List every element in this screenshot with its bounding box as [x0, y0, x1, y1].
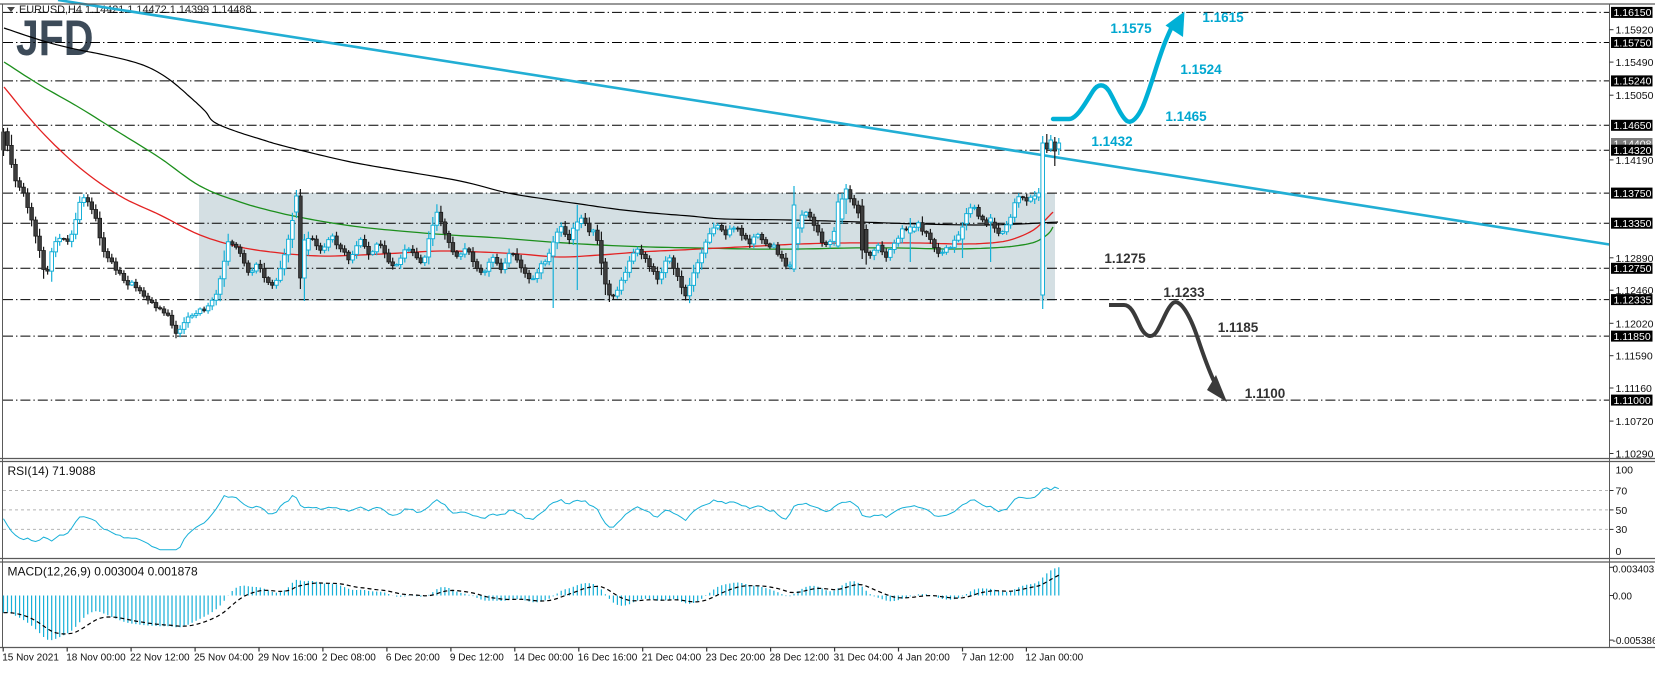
svg-text:1.1524: 1.1524: [1180, 62, 1222, 77]
svg-text:1.15050: 1.15050: [1616, 90, 1654, 102]
svg-text:1.15490: 1.15490: [1616, 57, 1654, 69]
svg-text:1.1100: 1.1100: [1245, 386, 1286, 401]
svg-text:0.003403: 0.003403: [1613, 564, 1655, 575]
svg-text:16 Dec 16:00: 16 Dec 16:00: [578, 653, 638, 664]
svg-text:100: 100: [1616, 464, 1634, 476]
svg-text:RSI(14) 71.9088: RSI(14) 71.9088: [8, 464, 96, 478]
svg-text:21 Dec 04:00: 21 Dec 04:00: [642, 653, 702, 664]
svg-text:-0.005386: -0.005386: [1613, 636, 1655, 647]
svg-text:2 Dec 08:00: 2 Dec 08:00: [322, 653, 376, 664]
svg-text:1.11850: 1.11850: [1614, 331, 1651, 343]
svg-text:6 Dec 20:00: 6 Dec 20:00: [386, 653, 440, 664]
svg-text:1.15240: 1.15240: [1614, 76, 1652, 88]
svg-text:1.1275: 1.1275: [1104, 251, 1146, 266]
svg-text:1.14320: 1.14320: [1614, 145, 1652, 157]
svg-text:JFD: JFD: [16, 10, 93, 66]
svg-text:4 Jan 20:00: 4 Jan 20:00: [898, 653, 951, 664]
svg-text:23 Dec 20:00: 23 Dec 20:00: [706, 653, 766, 664]
svg-text:9 Dec 12:00: 9 Dec 12:00: [450, 653, 504, 664]
svg-text:1.1185: 1.1185: [1218, 320, 1259, 335]
svg-text:15 Nov 2021: 15 Nov 2021: [2, 653, 59, 664]
svg-text:1.10290: 1.10290: [1616, 449, 1654, 461]
svg-text:1.12020: 1.12020: [1616, 318, 1654, 330]
svg-text:1.11590: 1.11590: [1616, 351, 1653, 363]
svg-text:0.00: 0.00: [1613, 592, 1633, 603]
svg-text:31 Dec 04:00: 31 Dec 04:00: [834, 653, 894, 664]
svg-text:EURUSD,H4 1.14421 1.14472 1.14: EURUSD,H4 1.14421 1.14472 1.14399 1.1448…: [19, 4, 252, 16]
svg-text:1.13750: 1.13750: [1614, 188, 1652, 200]
svg-text:25 Nov 04:00: 25 Nov 04:00: [194, 653, 254, 664]
svg-text:1.1575: 1.1575: [1110, 21, 1152, 36]
svg-text:0: 0: [1616, 546, 1622, 558]
svg-text:1.16150: 1.16150: [1614, 7, 1652, 19]
svg-text:22 Nov 12:00: 22 Nov 12:00: [130, 653, 190, 664]
svg-text:MACD(12,26,9) 0.003004 0.00187: MACD(12,26,9) 0.003004 0.001878: [8, 565, 198, 579]
svg-text:1.12750: 1.12750: [1614, 263, 1652, 275]
svg-text:1.1432: 1.1432: [1091, 134, 1132, 149]
svg-text:1.11000: 1.11000: [1614, 395, 1651, 407]
svg-text:1.15750: 1.15750: [1614, 37, 1652, 49]
svg-text:1.15920: 1.15920: [1616, 25, 1654, 37]
svg-text:1.14650: 1.14650: [1614, 120, 1652, 132]
svg-text:1.11160: 1.11160: [1616, 383, 1653, 395]
svg-text:1.13350: 1.13350: [1614, 218, 1652, 230]
svg-text:1.1615: 1.1615: [1202, 10, 1244, 25]
svg-text:7 Jan 12:00: 7 Jan 12:00: [962, 653, 1015, 664]
svg-text:28 Dec 12:00: 28 Dec 12:00: [770, 653, 830, 664]
svg-text:14 Dec 00:00: 14 Dec 00:00: [514, 653, 574, 664]
svg-text:30: 30: [1616, 524, 1628, 536]
svg-text:1.1233: 1.1233: [1163, 285, 1205, 300]
svg-text:1.1465: 1.1465: [1165, 109, 1207, 124]
svg-text:12 Jan 00:00: 12 Jan 00:00: [1025, 653, 1083, 664]
svg-text:70: 70: [1616, 485, 1628, 497]
svg-text:18 Nov 00:00: 18 Nov 00:00: [66, 653, 126, 664]
svg-text:1.10720: 1.10720: [1616, 416, 1654, 428]
svg-text:1.12335: 1.12335: [1614, 294, 1652, 306]
svg-text:29 Nov 16:00: 29 Nov 16:00: [258, 653, 318, 664]
svg-text:50: 50: [1616, 505, 1628, 517]
